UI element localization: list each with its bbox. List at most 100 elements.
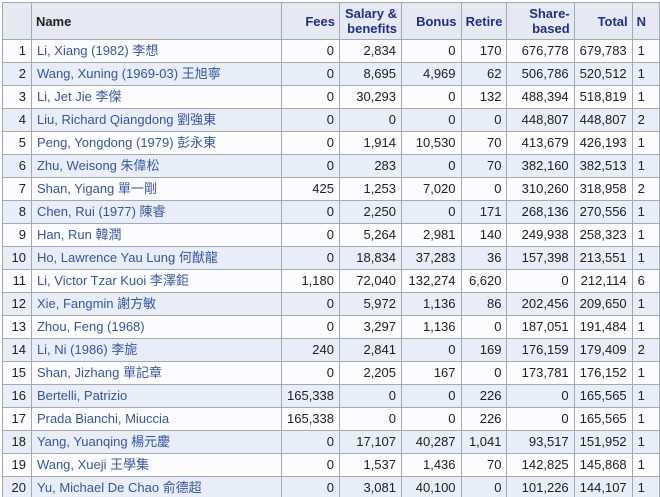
retire-cell: 70 <box>460 154 508 178</box>
name-cell: Zhu, Weisong 朱偉松 <box>30 154 283 178</box>
person-link[interactable]: Wang, Xuning (1969-03) 王旭寧 <box>36 66 221 81</box>
rank-cell: 1 <box>2 39 32 63</box>
person-link[interactable]: Li, Jet Jie 李傑 <box>36 89 122 104</box>
column-header-n[interactable]: N <box>631 2 660 40</box>
retire-cell: 0 <box>460 177 508 201</box>
bonus-cell: 1,136 <box>401 292 462 316</box>
column-header-bonus[interactable]: Bonus <box>401 2 462 40</box>
person-link[interactable]: Shan, Jizhang 單記章 <box>36 365 162 380</box>
n-cell: 1 <box>631 223 660 247</box>
person-link[interactable]: Ho, Lawrence Yau Lung 何猷龍 <box>36 250 218 265</box>
table-row: 8 Chen, Rui (1977) 陳睿 0 2,250 0 171 268,136 270… <box>2 200 660 224</box>
person-link[interactable]: Li, Victor Tzar Kuoi 李澤鉅 <box>36 273 189 288</box>
fees-cell: 0 <box>281 292 340 316</box>
name-cell: Ho, Lawrence Yau Lung 何猷龍 <box>30 246 283 270</box>
column-header-retire[interactable]: Retire <box>460 2 508 40</box>
retire-cell: 70 <box>460 131 508 155</box>
column-header-rank <box>2 2 32 40</box>
column-header-total[interactable]: Total <box>573 2 633 40</box>
salary-cell: 2,841 <box>338 338 403 362</box>
person-link[interactable]: Zhou, Feng (1968) <box>36 319 145 334</box>
n-cell: 2 <box>631 177 660 201</box>
person-link[interactable]: Yu, Michael De Chao 俞德超 <box>36 480 202 495</box>
person-link[interactable]: Zhu, Weisong 朱偉松 <box>36 158 160 173</box>
salary-cell: 5,264 <box>338 223 403 247</box>
column-header-name[interactable]: Name <box>30 2 283 40</box>
person-link[interactable]: Liu, Richard Qiangdong 劉強東 <box>36 112 217 127</box>
total-cell: 209,650 <box>573 292 633 316</box>
n-cell: 1 <box>631 292 660 316</box>
total-cell: 165,565 <box>573 407 633 431</box>
n-cell: 1 <box>631 361 660 385</box>
column-header-fees[interactable]: Fees <box>281 2 340 40</box>
total-cell: 212,114 <box>573 269 633 293</box>
salary-cell: 0 <box>338 384 403 408</box>
retire-cell: 169 <box>460 338 508 362</box>
salary-cell: 1,914 <box>338 131 403 155</box>
name-cell: Shan, Jizhang 單記章 <box>30 361 283 385</box>
name-cell: Wang, Xuning (1969-03) 王旭寧 <box>30 62 283 86</box>
retire-cell: 226 <box>460 384 508 408</box>
retire-cell: 170 <box>460 39 508 63</box>
total-cell: 258,323 <box>573 223 633 247</box>
fees-cell: 165,338 <box>281 384 340 408</box>
person-link[interactable]: Li, Ni (1986) 李旎 <box>36 342 138 357</box>
salary-cell: 1,537 <box>338 453 403 477</box>
fees-cell: 0 <box>281 39 340 63</box>
table-row: 20 Yu, Michael De Chao 俞德超 0 3,081 40,100 0 10… <box>2 476 660 497</box>
person-link[interactable]: Yang, Yuanqing 楊元慶 <box>36 434 171 449</box>
fees-cell: 0 <box>281 361 340 385</box>
salary-cell: 0 <box>338 407 403 431</box>
person-link[interactable]: Prada Bianchi, Miuccia <box>36 411 170 426</box>
salary-cell: 30,293 <box>338 85 403 109</box>
name-cell: Li, Ni (1986) 李旎 <box>30 338 283 362</box>
column-header-share-based[interactable]: Share-based <box>506 2 575 40</box>
n-cell: 1 <box>631 39 660 63</box>
person-link[interactable]: Peng, Yongdong (1979) 彭永東 <box>36 135 217 150</box>
n-cell: 1 <box>631 384 660 408</box>
rank-cell: 12 <box>2 292 32 316</box>
retire-cell: 0 <box>460 108 508 132</box>
salary-cell: 18,834 <box>338 246 403 270</box>
table-row: 13 Zhou, Feng (1968) 0 3,297 1,136 0 187,051 19… <box>2 315 660 339</box>
salary-cell: 2,250 <box>338 200 403 224</box>
share-cell: 268,136 <box>506 200 575 224</box>
n-cell: 1 <box>631 407 660 431</box>
bonus-cell: 40,287 <box>401 430 462 454</box>
fees-cell: 0 <box>281 108 340 132</box>
person-link[interactable]: Wang, Xueji 王學集 <box>36 457 150 472</box>
rank-cell: 15 <box>2 361 32 385</box>
salary-cell: 17,107 <box>338 430 403 454</box>
person-link[interactable]: Han, Run 韓潤 <box>36 227 122 242</box>
salary-cell: 283 <box>338 154 403 178</box>
name-cell: Shan, Yigang 單一剛 <box>30 177 283 201</box>
table-row: 3 Li, Jet Jie 李傑 0 30,293 0 132 488,394 518,819… <box>2 85 660 109</box>
retire-cell: 0 <box>460 476 508 497</box>
name-cell: Li, Jet Jie 李傑 <box>30 85 283 109</box>
person-link[interactable]: Shan, Yigang 單一剛 <box>36 181 157 196</box>
column-header-salary[interactable]: Salary & benefits <box>338 2 403 40</box>
salary-cell: 0 <box>338 108 403 132</box>
person-link[interactable]: Xie, Fangmin 謝方敏 <box>36 296 157 311</box>
n-cell: 1 <box>631 430 660 454</box>
table-row: 4 Liu, Richard Qiangdong 劉強東 0 0 0 0 448,807 44… <box>2 108 660 132</box>
bonus-cell: 0 <box>401 384 462 408</box>
retire-cell: 62 <box>460 62 508 86</box>
bonus-cell: 0 <box>401 108 462 132</box>
name-cell: Li, Xiang (1982) 李想 <box>30 39 283 63</box>
total-cell: 191,484 <box>573 315 633 339</box>
person-link[interactable]: Chen, Rui (1977) 陳睿 <box>36 204 166 219</box>
person-link[interactable]: Li, Xiang (1982) 李想 <box>36 43 159 58</box>
name-cell: Yang, Yuanqing 楊元慶 <box>30 430 283 454</box>
fees-cell: 0 <box>281 315 340 339</box>
share-cell: 0 <box>506 384 575 408</box>
name-cell: Chen, Rui (1977) 陳睿 <box>30 200 283 224</box>
rank-cell: 18 <box>2 430 32 454</box>
salary-cell: 3,297 <box>338 315 403 339</box>
bonus-cell: 1,436 <box>401 453 462 477</box>
rank-cell: 7 <box>2 177 32 201</box>
person-link[interactable]: Bertelli, Patrizio <box>36 388 128 403</box>
table-row: 18 Yang, Yuanqing 楊元慶 0 17,107 40,287 1,041 93… <box>2 430 660 454</box>
share-cell: 488,394 <box>506 85 575 109</box>
